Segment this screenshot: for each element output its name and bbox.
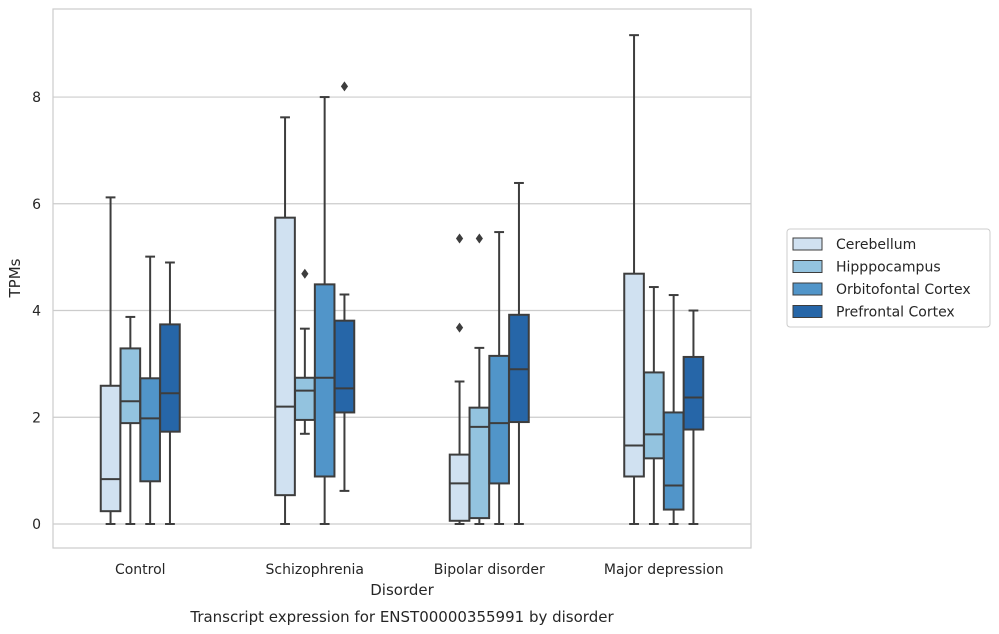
y-tick-label: 2 bbox=[32, 410, 41, 426]
y-tick-label: 8 bbox=[32, 90, 41, 106]
box-prefrontal-cortex bbox=[159, 261, 181, 525]
chart-caption: Transcript expression for ENST0000035599… bbox=[189, 608, 614, 626]
box-iqr bbox=[448, 453, 471, 522]
box-iqr bbox=[643, 371, 665, 460]
y-tick-label: 0 bbox=[32, 517, 41, 533]
x-tick-label: Major depression bbox=[604, 562, 724, 578]
box-iqr bbox=[294, 376, 316, 421]
outlier-point bbox=[340, 81, 349, 92]
box-prefrontal-cortex bbox=[333, 81, 356, 492]
box-iqr bbox=[274, 216, 296, 497]
box-iqr bbox=[139, 377, 161, 483]
plot-frame bbox=[52, 8, 752, 549]
box-cerebellum bbox=[99, 196, 122, 525]
outlier-point bbox=[475, 233, 483, 244]
legend: Cerebellum Hipppocampus Orbitofontal Corte… bbox=[786, 228, 991, 328]
box-cerebellum bbox=[623, 34, 645, 525]
box-iqr bbox=[313, 283, 336, 478]
legend-frame bbox=[786, 228, 991, 328]
y-tick-labels: 0 2 4 6 8 bbox=[32, 90, 41, 533]
legend-label: Cerebellum bbox=[836, 237, 916, 253]
box-iqr bbox=[682, 355, 705, 431]
outlier-point bbox=[455, 322, 464, 333]
box-hipppocampus bbox=[119, 315, 142, 525]
x-tick-label: Bipolar disorder bbox=[434, 562, 545, 578]
box-iqr bbox=[159, 323, 181, 433]
y-axis-label: TPMs bbox=[6, 258, 24, 298]
box-cerebellum bbox=[274, 116, 296, 525]
outlier-point bbox=[301, 268, 309, 279]
legend-label: Hipppocampus bbox=[836, 260, 941, 276]
box-iqr bbox=[662, 411, 685, 511]
legend-swatch bbox=[792, 260, 823, 273]
box-prefrontal-cortex bbox=[508, 181, 530, 525]
box-orbitofontal-cortex bbox=[139, 255, 161, 525]
y-tick-label: 6 bbox=[32, 197, 41, 213]
box-iqr bbox=[468, 406, 491, 520]
x-tick-label: Schizophrenia bbox=[266, 562, 364, 578]
box-iqr bbox=[488, 354, 510, 485]
box-iqr bbox=[99, 384, 122, 513]
box-orbitofontal-cortex bbox=[488, 231, 510, 525]
box-iqr bbox=[119, 347, 142, 425]
box-orbitofontal-cortex bbox=[662, 294, 685, 525]
x-tick-label: Control bbox=[115, 562, 166, 578]
legend-swatch bbox=[792, 282, 823, 296]
legend-label: Orbitofontal Cortex bbox=[836, 282, 971, 298]
box-plot-boxes bbox=[99, 34, 705, 525]
legend-swatch bbox=[792, 237, 823, 251]
box-orbitofontal-cortex bbox=[313, 96, 336, 525]
outlier-point bbox=[455, 233, 464, 244]
box-iqr bbox=[333, 319, 356, 414]
box-prefrontal-cortex bbox=[682, 309, 705, 525]
box-hipppocampus bbox=[643, 286, 665, 525]
x-axis-label: Disorder bbox=[370, 581, 434, 599]
y-tick-label: 4 bbox=[32, 304, 41, 320]
box-hipppocampus bbox=[294, 268, 316, 435]
legend-swatch bbox=[792, 305, 823, 318]
box-hipppocampus bbox=[468, 233, 491, 525]
legend-label: Prefrontal Cortex bbox=[836, 305, 955, 321]
x-tick-labels: Control Schizophrenia Bipolar disorder Majo… bbox=[115, 562, 724, 578]
box-cerebellum bbox=[448, 233, 471, 525]
